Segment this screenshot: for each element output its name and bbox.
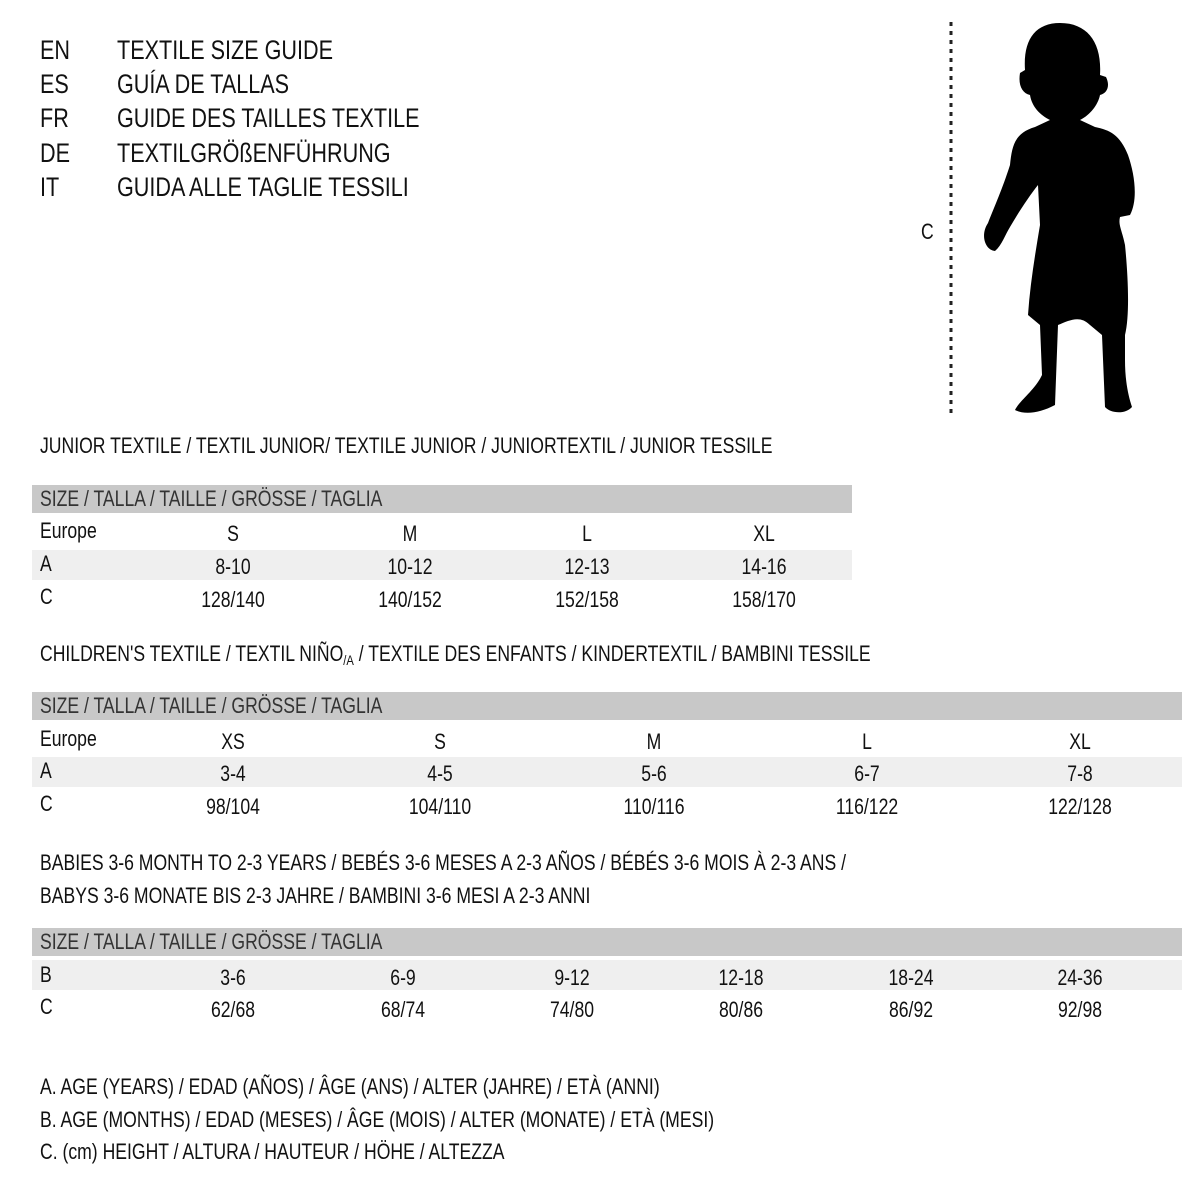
table-cell: 116/122 bbox=[835, 794, 899, 819]
children-heading-main: CHILDREN'S TEXTILE / TEXTIL NIÑO bbox=[40, 641, 344, 666]
table-cell: 152/158 bbox=[555, 587, 619, 612]
table-cell: 86/92 bbox=[888, 997, 934, 1022]
children-heading-rest: / TEXTILE DES ENFANTS / KINDERTEXTIL / B… bbox=[353, 641, 871, 666]
title-es: GUÍA DE TALLAS bbox=[117, 69, 290, 99]
table-cell: 80/86 bbox=[718, 997, 764, 1022]
table-cell: 62/68 bbox=[210, 997, 256, 1022]
table-cell: 104/110 bbox=[408, 794, 472, 819]
height-label: C bbox=[921, 219, 934, 244]
table-cell: 98/104 bbox=[206, 794, 260, 819]
table-cell: S bbox=[227, 521, 239, 546]
table-cell: XL bbox=[1069, 729, 1091, 754]
row-label: C bbox=[40, 584, 53, 609]
table-cell: 10-12 bbox=[387, 554, 433, 579]
lang-code-es: ES bbox=[40, 69, 69, 99]
table-cell: 9-12 bbox=[554, 965, 590, 990]
table-cell: 12-13 bbox=[564, 554, 610, 579]
table-cell: 8-10 bbox=[215, 554, 251, 579]
row-label: C bbox=[40, 791, 53, 816]
table-cell: 18-24 bbox=[888, 965, 934, 990]
table-cell: XL bbox=[753, 521, 775, 546]
child-silhouette-icon bbox=[949, 22, 1135, 413]
table-cell: 92/98 bbox=[1057, 997, 1103, 1022]
table-cell: 110/116 bbox=[623, 794, 685, 819]
table-cell: 14-16 bbox=[741, 554, 787, 579]
title-it: GUIDA ALLE TAGLIE TESSILI bbox=[117, 172, 409, 202]
row-label: Europe bbox=[40, 518, 97, 543]
row-label: A bbox=[40, 758, 52, 783]
legend-b: B. AGE (MONTHS) / EDAD (MESES) / ÂGE (MO… bbox=[40, 1107, 715, 1132]
babies-heading-line2: BABYS 3-6 MONATE BIS 2-3 JAHRE / BAMBINI… bbox=[40, 883, 591, 908]
lang-code-en: EN bbox=[40, 35, 71, 65]
table-cell: 12-18 bbox=[718, 965, 764, 990]
table-cell: 128/140 bbox=[201, 587, 265, 612]
row-shade bbox=[32, 550, 852, 580]
table-cell: 6-7 bbox=[854, 761, 880, 786]
junior-size-header: SIZE / TALLA / TAILLE / GRÖSSE / TAGLIA bbox=[40, 486, 383, 511]
babies-size-header-bar bbox=[32, 928, 1182, 956]
legend-c: C. (cm) HEIGHT / ALTURA / HAUTEUR / HÖHE… bbox=[40, 1139, 505, 1164]
table-cell: 5-6 bbox=[641, 761, 667, 786]
lang-code-it: IT bbox=[40, 172, 60, 202]
table-cell: 6-9 bbox=[390, 965, 416, 990]
row-label: C bbox=[40, 994, 53, 1019]
table-cell: M bbox=[646, 729, 662, 754]
table-cell: 3-4 bbox=[220, 761, 246, 786]
babies-size-header: SIZE / TALLA / TAILLE / GRÖSSE / TAGLIA bbox=[40, 929, 383, 954]
row-shade bbox=[32, 757, 1182, 787]
junior-size-header-bar bbox=[32, 485, 852, 513]
table-cell: 7-8 bbox=[1067, 761, 1093, 786]
children-heading-sub: /A bbox=[343, 652, 354, 668]
title-de: TEXTILGRÖßENFÜHRUNG bbox=[117, 138, 391, 168]
row-label: B bbox=[40, 962, 52, 987]
table-cell: 24-36 bbox=[1057, 965, 1103, 990]
table-cell: XS bbox=[221, 729, 245, 754]
junior-heading: JUNIOR TEXTILE / TEXTIL JUNIOR/ TEXTILE … bbox=[40, 433, 773, 458]
table-cell: 158/170 bbox=[732, 587, 796, 612]
row-label: A bbox=[40, 551, 52, 576]
table-cell: 3-6 bbox=[220, 965, 246, 990]
table-cell: 122/128 bbox=[1048, 794, 1112, 819]
babies-heading-line1: BABIES 3-6 MONTH TO 2-3 YEARS / BEBÉS 3-… bbox=[40, 850, 846, 875]
lang-code-fr: FR bbox=[40, 103, 69, 133]
table-cell: 4-5 bbox=[427, 761, 453, 786]
row-label: Europe bbox=[40, 726, 97, 751]
table-cell: L bbox=[862, 729, 872, 754]
children-heading: CHILDREN'S TEXTILE / TEXTIL NIÑO/A / TEX… bbox=[40, 641, 871, 668]
table-cell: S bbox=[434, 729, 446, 754]
row-shade bbox=[32, 960, 1182, 990]
table-cell: 68/74 bbox=[380, 997, 426, 1022]
lang-code-de: DE bbox=[40, 138, 71, 168]
children-size-header-bar bbox=[32, 692, 1182, 720]
legend-a: A. AGE (YEARS) / EDAD (AÑOS) / ÂGE (ANS)… bbox=[40, 1074, 660, 1099]
table-cell: L bbox=[582, 521, 592, 546]
table-cell: M bbox=[402, 521, 418, 546]
table-cell: 74/80 bbox=[549, 997, 595, 1022]
title-en: TEXTILE SIZE GUIDE bbox=[117, 35, 334, 65]
table-cell: 140/152 bbox=[378, 587, 442, 612]
children-size-header: SIZE / TALLA / TAILLE / GRÖSSE / TAGLIA bbox=[40, 693, 383, 718]
title-fr: GUIDE DES TAILLES TEXTILE bbox=[117, 103, 420, 133]
